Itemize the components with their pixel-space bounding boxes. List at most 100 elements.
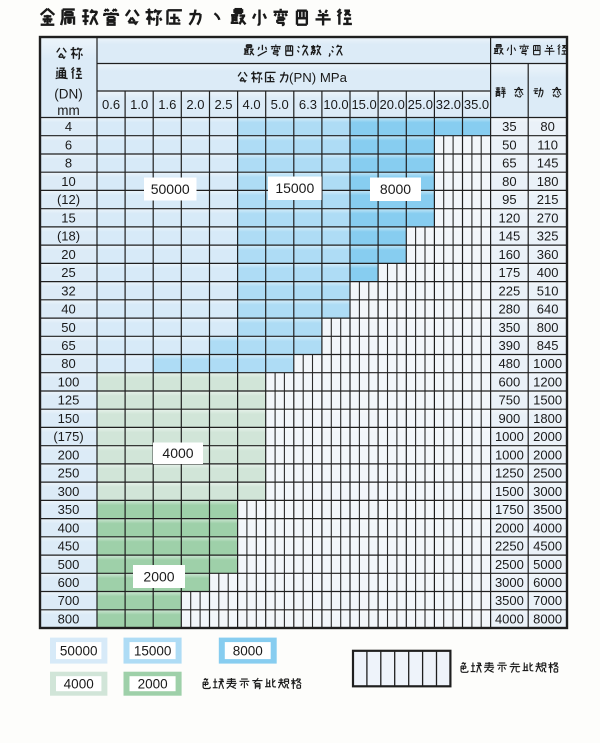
svg-text:215: 215 — [537, 192, 559, 207]
svg-text:3000: 3000 — [533, 484, 562, 499]
svg-text:2000: 2000 — [138, 676, 168, 691]
svg-text:5.0: 5.0 — [271, 97, 289, 112]
svg-text:500: 500 — [58, 557, 80, 572]
svg-text:15: 15 — [61, 210, 75, 225]
svg-text:2000: 2000 — [533, 429, 562, 444]
svg-text:80: 80 — [502, 174, 516, 189]
svg-text:8000: 8000 — [533, 612, 562, 627]
svg-text:300: 300 — [58, 484, 80, 499]
svg-text:4: 4 — [65, 119, 72, 134]
svg-text:6.3: 6.3 — [299, 97, 317, 112]
svg-text:110: 110 — [537, 137, 558, 152]
svg-text:180: 180 — [537, 174, 559, 189]
svg-text:350: 350 — [499, 320, 521, 335]
svg-text:2500: 2500 — [495, 557, 524, 572]
svg-text:mm: mm — [57, 103, 80, 118]
svg-text:65: 65 — [502, 156, 516, 171]
svg-text:175: 175 — [499, 265, 521, 280]
svg-text:1000: 1000 — [533, 356, 562, 371]
svg-text:750: 750 — [499, 393, 521, 408]
svg-text:2000: 2000 — [143, 568, 174, 584]
svg-text:1000: 1000 — [495, 447, 524, 462]
svg-text:2000: 2000 — [495, 520, 524, 535]
svg-text:390: 390 — [499, 338, 521, 353]
svg-text:4000: 4000 — [162, 445, 193, 461]
svg-text:1200: 1200 — [533, 375, 562, 390]
svg-text:35: 35 — [502, 119, 516, 134]
svg-text:(DN): (DN) — [54, 87, 83, 102]
svg-text:600: 600 — [499, 375, 521, 390]
svg-text:350: 350 — [58, 502, 80, 517]
svg-text:1.0: 1.0 — [130, 97, 148, 112]
svg-text:80: 80 — [540, 119, 554, 134]
svg-text:4000: 4000 — [495, 612, 524, 627]
svg-text:800: 800 — [537, 320, 559, 335]
svg-text:20: 20 — [61, 247, 75, 262]
svg-text:125: 125 — [58, 393, 80, 408]
svg-text:360: 360 — [537, 247, 559, 262]
svg-text:700: 700 — [58, 593, 80, 608]
svg-text:450: 450 — [58, 539, 80, 554]
svg-text:(175): (175) — [53, 429, 83, 444]
svg-text:845: 845 — [537, 338, 559, 353]
svg-text:50000: 50000 — [60, 643, 98, 658]
svg-text:1000: 1000 — [495, 429, 524, 444]
svg-text:2.0: 2.0 — [186, 97, 204, 112]
svg-text:280: 280 — [499, 302, 521, 317]
svg-text:25.0: 25.0 — [408, 97, 433, 112]
svg-text:50: 50 — [61, 320, 75, 335]
svg-text:0.6: 0.6 — [102, 97, 120, 112]
svg-text:3500: 3500 — [533, 502, 562, 517]
svg-text:2500: 2500 — [533, 466, 562, 481]
svg-text:50000: 50000 — [151, 181, 190, 197]
svg-text:2.5: 2.5 — [214, 97, 232, 112]
svg-text:15.0: 15.0 — [351, 97, 376, 112]
svg-text:8000: 8000 — [380, 181, 411, 197]
svg-text:4500: 4500 — [533, 539, 562, 554]
svg-text:480: 480 — [499, 356, 521, 371]
svg-text:80: 80 — [61, 356, 75, 371]
svg-text:15000: 15000 — [134, 643, 172, 658]
svg-text:400: 400 — [58, 520, 80, 535]
svg-text:1750: 1750 — [495, 502, 524, 517]
svg-text:10.0: 10.0 — [323, 97, 348, 112]
svg-text:1800: 1800 — [533, 411, 562, 426]
svg-text:40: 40 — [61, 302, 75, 317]
svg-text:10: 10 — [61, 174, 75, 189]
svg-text:2000: 2000 — [533, 447, 562, 462]
svg-text:800: 800 — [58, 612, 80, 627]
svg-text:(18): (18) — [57, 229, 80, 244]
svg-text:4000: 4000 — [533, 520, 562, 535]
svg-text:200: 200 — [58, 447, 80, 462]
svg-text:50: 50 — [502, 137, 516, 152]
svg-text:510: 510 — [537, 283, 559, 298]
svg-text:15000: 15000 — [275, 180, 314, 196]
svg-text:160: 160 — [499, 247, 521, 262]
svg-text:65: 65 — [61, 338, 75, 353]
svg-text:4000: 4000 — [64, 676, 94, 691]
svg-text:1.6: 1.6 — [158, 97, 176, 112]
svg-text:400: 400 — [537, 265, 559, 280]
svg-text:2250: 2250 — [495, 539, 524, 554]
svg-text:1250: 1250 — [495, 466, 524, 481]
svg-text:(12): (12) — [57, 192, 80, 207]
svg-text:(PN) MPa: (PN) MPa — [289, 70, 348, 85]
svg-text:225: 225 — [499, 283, 521, 298]
svg-text:600: 600 — [58, 575, 80, 590]
svg-text:6: 6 — [65, 137, 72, 152]
svg-text:4.0: 4.0 — [243, 97, 261, 112]
svg-text:900: 900 — [499, 411, 521, 426]
svg-text:3500: 3500 — [495, 593, 524, 608]
svg-text:5000: 5000 — [533, 557, 562, 572]
svg-text:7000: 7000 — [533, 593, 562, 608]
svg-text:20.0: 20.0 — [380, 97, 405, 112]
svg-text:145: 145 — [537, 156, 559, 171]
svg-text:120: 120 — [499, 210, 521, 225]
svg-text:250: 250 — [58, 466, 80, 481]
svg-text:25: 25 — [61, 265, 75, 280]
svg-text:35.0: 35.0 — [464, 97, 489, 112]
svg-text:100: 100 — [58, 375, 80, 390]
svg-text:1500: 1500 — [495, 484, 524, 499]
svg-text:3000: 3000 — [495, 575, 524, 590]
svg-text:325: 325 — [537, 229, 559, 244]
